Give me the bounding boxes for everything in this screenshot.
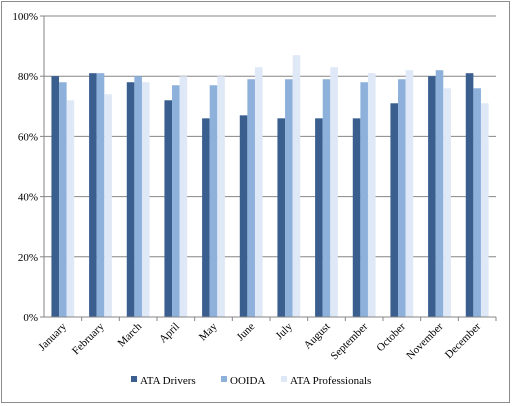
- bar-ata-drivers-september: [352, 118, 361, 317]
- x-tick-label: April: [157, 321, 182, 346]
- bar-ooida-january: [59, 82, 67, 317]
- bar-ata-professionals-april: [179, 76, 188, 317]
- bars: [51, 55, 489, 318]
- bar-ooida-may: [209, 85, 218, 317]
- bar-ooida-june: [247, 79, 255, 318]
- legend-label: ATA Drivers: [140, 375, 196, 387]
- x-tick-label: September: [329, 320, 371, 362]
- bar-ata-professionals-march: [141, 82, 150, 317]
- bar-ata-drivers-june: [239, 115, 248, 317]
- x-tick-label: November: [404, 320, 446, 362]
- bar-ata-professionals-february: [104, 94, 112, 317]
- y-tick-label: 0%: [23, 312, 38, 324]
- bar-ata-drivers-april: [164, 100, 173, 317]
- bar-ata-drivers-december: [465, 73, 474, 317]
- x-tick-label: March: [115, 320, 144, 349]
- legend-label: ATA Professionals: [290, 375, 371, 387]
- bar-ooida-february: [96, 73, 105, 317]
- bar-ooida-march: [134, 76, 142, 317]
- x-tick-label: February: [70, 320, 107, 357]
- bar-ooida-december: [473, 88, 481, 318]
- x-tick-label: June: [235, 321, 258, 344]
- bar-ata-drivers-october: [390, 103, 399, 317]
- bar-ata-drivers-january: [51, 76, 60, 317]
- y-tick-label: 40%: [18, 192, 38, 204]
- legend: ATA Drivers OOIDA ATA Professionals: [131, 375, 371, 387]
- bar-ata-professionals-january: [66, 100, 75, 317]
- y-tick-label: 100%: [12, 11, 38, 23]
- legend-label: OOIDA: [230, 375, 265, 387]
- bar-ooida-october: [398, 79, 406, 318]
- axes: [40, 15, 497, 321]
- bar-ata-drivers-march: [126, 82, 135, 317]
- bar-ooida-november: [435, 70, 444, 318]
- bar-ata-drivers-november: [428, 76, 436, 317]
- bar-ata-professionals-may: [217, 76, 225, 317]
- bar-ata-drivers-july: [277, 118, 286, 317]
- y-tick-label: 60%: [18, 131, 38, 143]
- x-tick-label: May: [197, 320, 220, 343]
- bar-ooida-july: [285, 79, 293, 318]
- x-tick-labels: January February March April May June July Augu…: [36, 320, 483, 362]
- y-tick-labels: 0% 20% 40% 60% 80% 100%: [12, 11, 38, 324]
- legend-swatch: [281, 376, 287, 382]
- x-tick-label: December: [443, 320, 484, 361]
- x-tick-label: January: [36, 320, 69, 353]
- bar-ata-professionals-november: [443, 88, 451, 318]
- x-tick-label: August: [302, 321, 333, 352]
- bar-ata-drivers-august: [315, 118, 323, 317]
- legend-swatch: [131, 376, 137, 382]
- bar-ata-professionals-august: [330, 67, 338, 317]
- x-tick-label: October: [374, 320, 408, 354]
- bar-ata-professionals-june: [254, 67, 263, 317]
- bar-ata-drivers-may: [202, 118, 210, 317]
- bar-ooida-april: [172, 85, 180, 317]
- legend-swatch: [221, 376, 227, 382]
- bar-ooida-september: [360, 82, 368, 317]
- gridlines: [44, 15, 496, 258]
- y-tick-label: 80%: [18, 71, 38, 83]
- bar-ooida-august: [322, 79, 331, 318]
- bar-ata-professionals-december: [480, 103, 489, 317]
- bar-ata-professionals-september: [367, 73, 376, 317]
- bar-ata-professionals-july: [292, 55, 301, 317]
- y-tick-label: 20%: [18, 252, 38, 264]
- bar-ata-professionals-october: [405, 70, 414, 318]
- x-tick-label: July: [273, 320, 295, 342]
- bar-ata-drivers-february: [89, 73, 97, 317]
